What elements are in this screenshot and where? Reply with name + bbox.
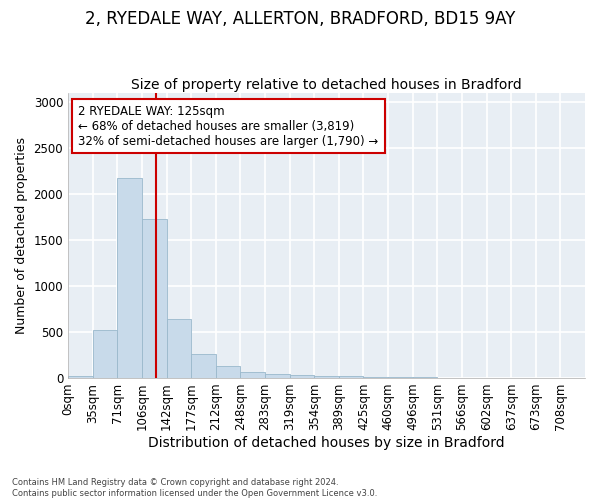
Bar [216, 366, 241, 378]
Text: Contains HM Land Registry data © Crown copyright and database right 2024.
Contai: Contains HM Land Registry data © Crown c… [12, 478, 377, 498]
Text: 2, RYEDALE WAY, ALLERTON, BRADFORD, BD15 9AY: 2, RYEDALE WAY, ALLERTON, BRADFORD, BD15… [85, 10, 515, 28]
Bar [290, 375, 314, 378]
Bar [265, 374, 290, 378]
Bar [339, 376, 364, 378]
Bar [92, 330, 117, 378]
Bar [68, 376, 92, 378]
Y-axis label: Number of detached properties: Number of detached properties [15, 137, 28, 334]
Bar [191, 354, 216, 378]
Bar [142, 219, 167, 378]
X-axis label: Distribution of detached houses by size in Bradford: Distribution of detached houses by size … [148, 436, 505, 450]
Bar [241, 372, 265, 378]
Title: Size of property relative to detached houses in Bradford: Size of property relative to detached ho… [131, 78, 522, 92]
Bar [314, 376, 339, 378]
Text: 2 RYEDALE WAY: 125sqm
← 68% of detached houses are smaller (3,819)
32% of semi-d: 2 RYEDALE WAY: 125sqm ← 68% of detached … [79, 104, 379, 148]
Bar [167, 319, 191, 378]
Bar [117, 178, 142, 378]
